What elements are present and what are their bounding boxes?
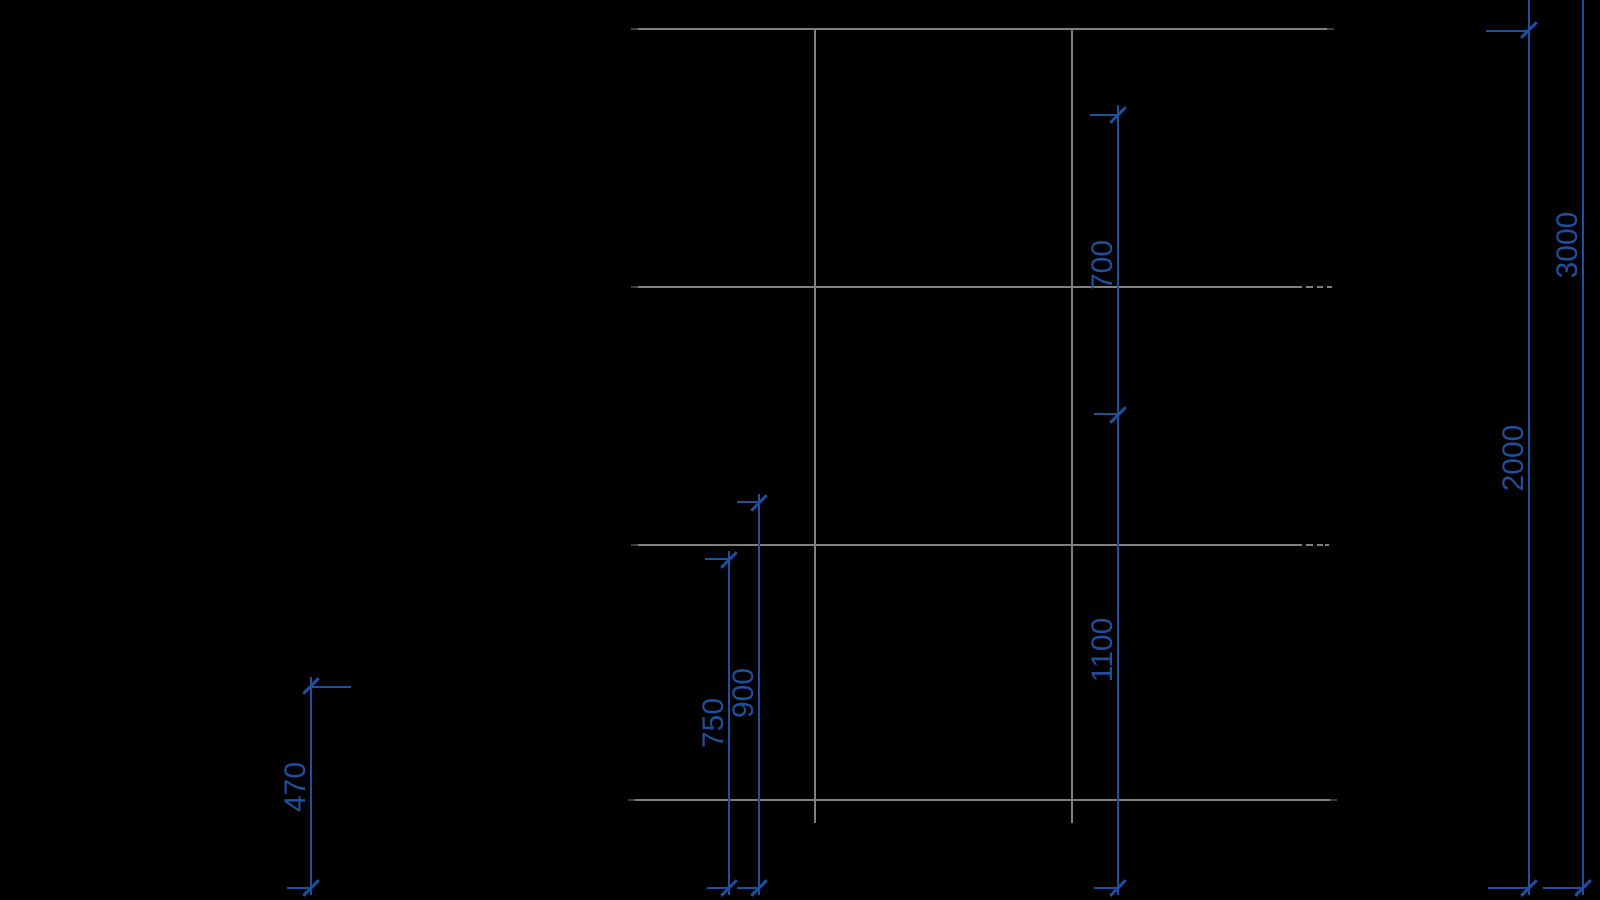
shelf-line-3-dash: [1317, 544, 1323, 546]
dim-3000-line: [1582, 0, 1584, 895]
dim-900-line: [758, 494, 760, 895]
shelf-line-3-dash: [1306, 544, 1313, 546]
dim-700-1100-leader-line: [1094, 887, 1118, 889]
dim-2000-leader-line: [1486, 30, 1529, 32]
dim-2000-label: 2000: [1497, 424, 1530, 492]
dim-750-leader-line: [707, 887, 729, 889]
dim-470-leader-line: [287, 887, 311, 889]
dim-700-1100-line: [1117, 105, 1119, 895]
dim-750-leader-line: [705, 558, 729, 560]
shelf-line-bottom-right-end-tick: [1330, 799, 1337, 801]
dim-700-1100-leader-line: [1090, 114, 1118, 116]
dim-470-label: 470: [279, 761, 312, 813]
post-line-right: [1071, 28, 1073, 823]
dim-900-leader-line: [737, 501, 759, 503]
shelf-line-3: [638, 544, 1302, 546]
dim-700-1100-label: 700: [1086, 239, 1119, 291]
dim-470-leader-line: [311, 686, 351, 688]
dim-3000-label: 3000: [1551, 211, 1584, 279]
shelf-line-2-dash: [1317, 286, 1323, 288]
shelf-line-2-left-end-tick: [631, 286, 638, 288]
shelf-line-bottom: [635, 799, 1330, 801]
shelf-line-bottom-left-end-tick: [628, 799, 635, 801]
dim-750-label: 750: [697, 697, 730, 749]
shelf-line-3-left-end-tick: [631, 544, 638, 546]
dim-900-label: 900: [727, 667, 760, 719]
dim-3000-leader-line: [1543, 887, 1583, 889]
shelf-line-2-dash: [1327, 286, 1332, 288]
shelf-line-3-dash: [1325, 544, 1329, 546]
dim-700-1100-leader-line: [1094, 413, 1118, 415]
shelf-line-top: [638, 28, 1327, 30]
shelf-line-top-right-end-tick: [1327, 28, 1334, 30]
shelf-line-2-dash: [1306, 286, 1313, 288]
dim-2000-leader-line: [1488, 887, 1529, 889]
post-line-left: [814, 28, 816, 823]
shelf-line-2: [638, 286, 1302, 288]
dim-2000-line: [1528, 0, 1530, 895]
dim-700-1100-label: 1100: [1086, 617, 1119, 683]
dim-470-line: [310, 677, 312, 895]
dim-750-line: [728, 551, 730, 895]
dim-900-leader-line: [737, 887, 759, 889]
shelf-line-top-left-end-tick: [631, 28, 638, 30]
